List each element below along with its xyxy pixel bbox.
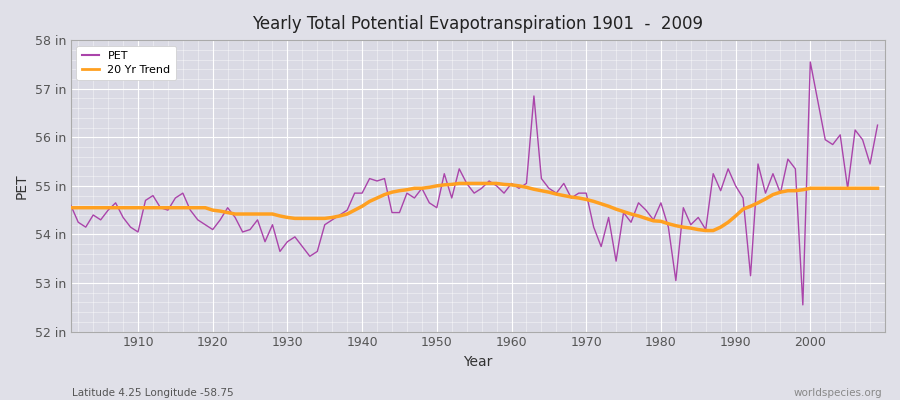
Text: Latitude 4.25 Longitude -58.75: Latitude 4.25 Longitude -58.75 (72, 388, 234, 398)
X-axis label: Year: Year (464, 355, 492, 369)
Y-axis label: PET: PET (15, 173, 29, 199)
Title: Yearly Total Potential Evapotranspiration 1901  -  2009: Yearly Total Potential Evapotranspiratio… (252, 15, 704, 33)
Text: worldspecies.org: worldspecies.org (794, 388, 882, 398)
Legend: PET, 20 Yr Trend: PET, 20 Yr Trend (76, 46, 176, 80)
